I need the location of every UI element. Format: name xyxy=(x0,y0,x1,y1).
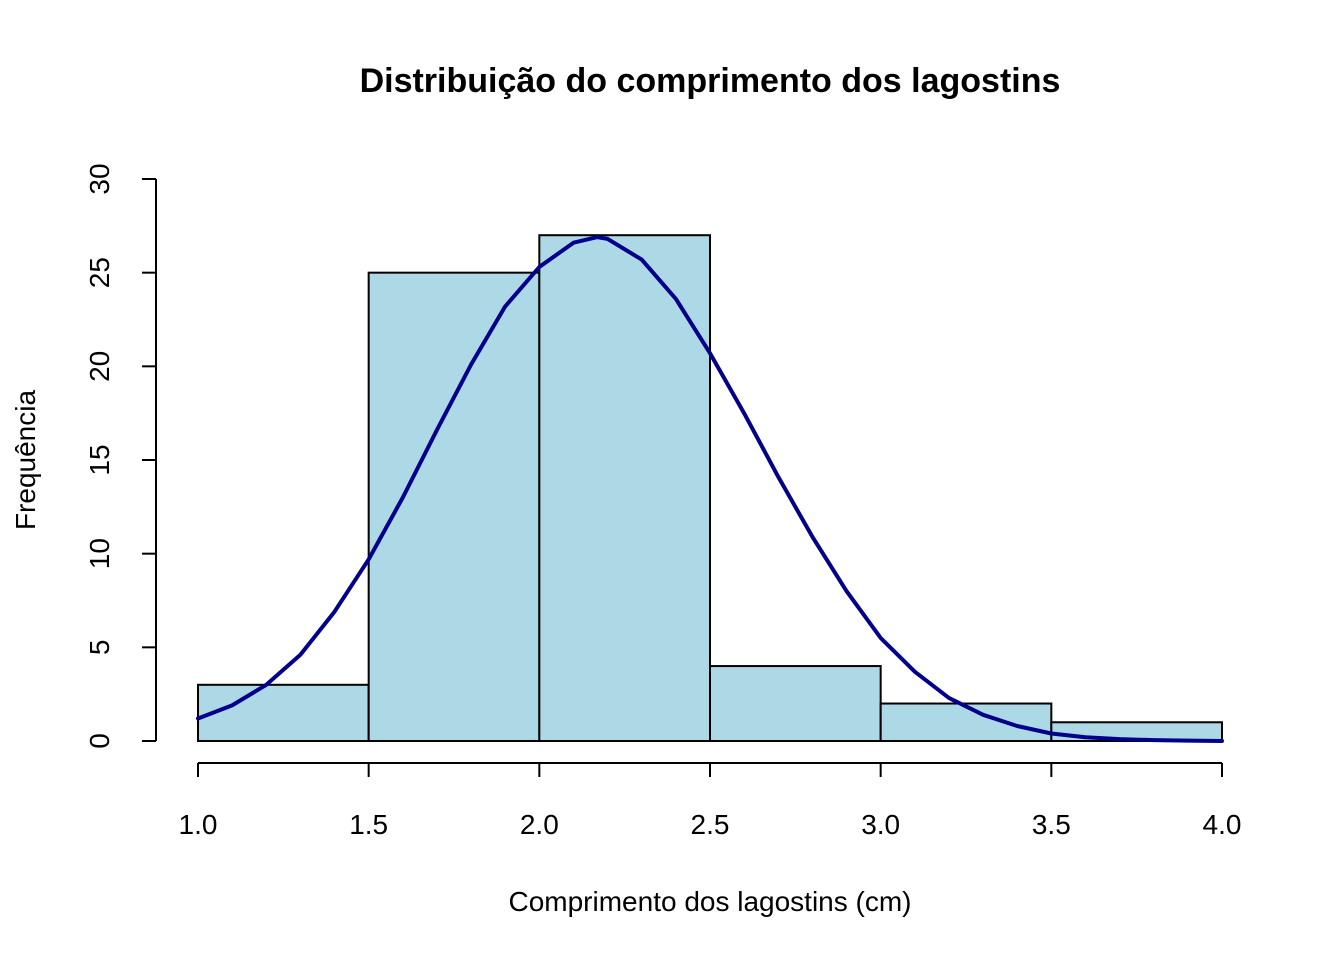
density-curve xyxy=(196,235,1224,743)
y-tick-label: 30 xyxy=(84,163,115,194)
histogram-bar-2 xyxy=(367,271,541,742)
histogram-bar-1 xyxy=(197,683,370,742)
histogram-bars xyxy=(197,234,1224,742)
x-tick-label: 3.5 xyxy=(1032,809,1071,840)
x-tick-label: 2.5 xyxy=(691,809,730,840)
histogram-bar-3 xyxy=(538,234,711,742)
x-tick-label: 2.0 xyxy=(520,809,559,840)
histogram-bar-5 xyxy=(879,702,1053,742)
x-axis: 1.0 1.5 2.0 2.5 3.0 3.5 4.0 xyxy=(179,762,1242,840)
y-tick-label: 15 xyxy=(84,444,115,475)
y-tick-label: 5 xyxy=(84,640,115,656)
y-tick-label: 0 xyxy=(84,733,115,749)
histogram-bar-4 xyxy=(709,665,882,742)
x-tick-label: 1.0 xyxy=(179,809,218,840)
chart-title: Distribuição do comprimento dos lagostin… xyxy=(360,62,1061,100)
y-axis-label: Frequência xyxy=(10,390,41,531)
y-axis: 0 5 10 15 20 25 30 xyxy=(84,163,157,749)
y-tick-label: 25 xyxy=(84,257,115,288)
x-tick-label: 1.5 xyxy=(349,809,388,840)
x-tick-label: 3.0 xyxy=(861,809,900,840)
x-axis-label: Comprimento dos lagostins (cm) xyxy=(508,886,911,917)
y-tick-label: 10 xyxy=(84,538,115,569)
y-tick-label: 20 xyxy=(84,351,115,382)
x-tick-label: 4.0 xyxy=(1203,809,1242,840)
